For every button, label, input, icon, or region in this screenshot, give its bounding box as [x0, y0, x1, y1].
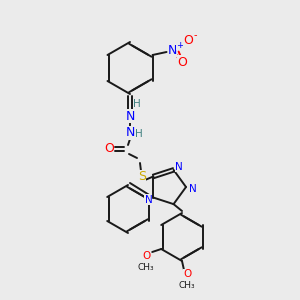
- Text: H: H: [135, 129, 143, 139]
- Text: CH₃: CH₃: [138, 262, 154, 272]
- Text: N: N: [189, 184, 197, 194]
- Text: O: O: [183, 269, 191, 279]
- Text: H: H: [133, 99, 141, 109]
- Text: +: +: [176, 40, 183, 50]
- Text: N: N: [168, 44, 177, 56]
- Text: N: N: [125, 127, 135, 140]
- Text: O: O: [184, 34, 194, 46]
- Text: N: N: [145, 195, 152, 205]
- Text: O: O: [104, 142, 114, 155]
- Text: N: N: [175, 162, 182, 172]
- Text: -: -: [194, 30, 197, 40]
- Text: O: O: [178, 56, 188, 68]
- Text: N: N: [125, 110, 135, 122]
- Text: CH₃: CH₃: [179, 280, 195, 290]
- Text: O: O: [142, 251, 150, 261]
- Text: S: S: [138, 170, 146, 184]
